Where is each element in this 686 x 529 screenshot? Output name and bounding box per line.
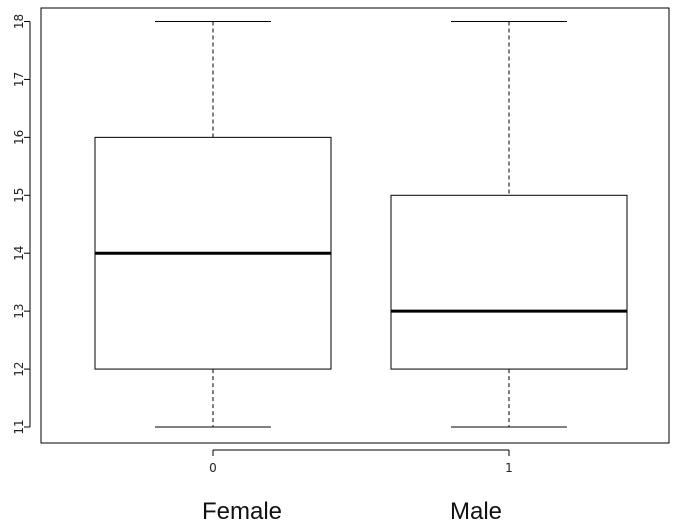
y-tick-label: 18	[12, 14, 26, 29]
y-tick-label: 13	[12, 304, 26, 319]
group-label-female: Female	[201, 498, 283, 525]
y-tick-label: 12	[12, 361, 26, 376]
iqr-box	[390, 194, 628, 370]
x-tick-label: 1	[505, 461, 513, 475]
y-tick-label: 17	[12, 72, 26, 87]
y-tick-label: 16	[12, 130, 26, 145]
y-tick-label: 15	[12, 188, 26, 203]
y-tick-label: 14	[12, 246, 26, 261]
x-tick-label: 0	[209, 461, 217, 475]
boxes	[94, 21, 628, 428]
box-group-0	[94, 21, 332, 428]
plot-frame	[40, 7, 670, 444]
box-group-1	[390, 21, 628, 428]
y-axis: 11 12 13 14 15 16 17 18	[12, 14, 31, 435]
group-label-male: Male	[449, 498, 503, 525]
y-tick-label: 11	[12, 419, 26, 434]
